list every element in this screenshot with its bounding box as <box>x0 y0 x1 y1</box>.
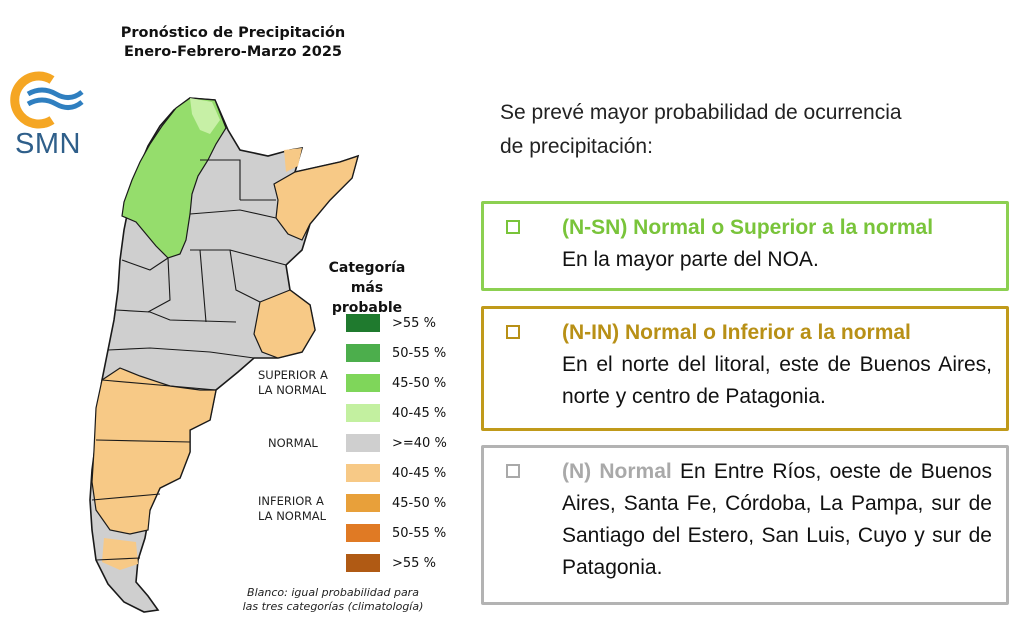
legend-item: 40-45 % <box>346 404 446 422</box>
legend-swatch <box>346 494 380 512</box>
legend-footnote: Blanco: igual probabilidad para las tres… <box>226 586 440 614</box>
legend-label: 40-45 % <box>392 465 447 481</box>
buenos-aires-inferior-region <box>253 289 316 359</box>
legend-group-superior: SUPERIOR A LA NORMAL <box>258 368 328 398</box>
legend-label: 45-50 % <box>392 375 447 391</box>
forecast-box-text: En la mayor parte del NOA. <box>562 248 819 271</box>
legend-swatch <box>346 404 380 422</box>
legend-item: 50-55 % <box>346 524 446 542</box>
legend-swatch <box>346 434 380 452</box>
legend-item: 45-50 % <box>346 374 446 392</box>
legend-swatch <box>346 344 380 362</box>
forecast-box-nsn: (N-SN) Normal o Superior a la normal En … <box>481 201 1009 291</box>
forecast-box-heading: (N-IN) Normal o Inferior a la normal <box>562 321 911 344</box>
legend-label: 50-55 % <box>392 525 447 541</box>
legend-label: >55 % <box>392 555 436 571</box>
map-title-line1: Pronóstico de Precipitación <box>120 25 346 41</box>
forecast-intro: Se prevé mayor probabilidad de ocurrenci… <box>500 96 980 164</box>
legend-item: 50-55 % <box>346 344 446 362</box>
forecast-box-nin: (N-IN) Normal o Inferior a la normal En … <box>481 306 1009 431</box>
legend-group-inferior-line1: INFERIOR A <box>258 494 324 508</box>
legend-item: 45-50 % <box>346 494 446 512</box>
smn-logo-text: SMN <box>15 128 81 160</box>
checkbox-icon <box>506 464 520 478</box>
legend-label: 40-45 % <box>392 405 447 421</box>
patagonia-inferior-region-south <box>102 538 138 570</box>
legend-group-normal: NORMAL <box>268 436 318 450</box>
litoral-inferior-region <box>273 155 359 241</box>
legend-label: 50-55 % <box>392 345 447 361</box>
checkbox-icon <box>506 325 520 339</box>
forecast-intro-line2: de precipitación: <box>500 135 653 158</box>
legend-swatch <box>346 374 380 392</box>
legend-label: >=40 % <box>392 435 447 451</box>
noa-superior-light-region <box>190 98 220 134</box>
legend-footnote-line2: las tres categorías (climatología) <box>242 600 424 613</box>
smn-logo: SMN <box>8 68 88 168</box>
map-title: Pronóstico de Precipitación Enero-Febrer… <box>78 24 388 62</box>
legend-group-inferior-line2: LA NORMAL <box>258 509 327 523</box>
patagonia-inferior-region <box>91 367 217 535</box>
smn-logo-icon <box>10 71 84 129</box>
litoral-inferior-region-2 <box>284 148 302 172</box>
legend-title-line1: Categoría más <box>328 260 406 296</box>
legend-item: >=40 % <box>346 434 447 452</box>
legend-group-superior-line2: LA NORMAL <box>258 383 327 397</box>
checkbox-icon <box>506 220 520 234</box>
argentina-map <box>89 97 360 613</box>
province-borders <box>91 159 287 561</box>
legend-swatch <box>346 554 380 572</box>
forecast-box-text: En Entre Ríos, oeste de Buenos Aires, Sa… <box>562 460 992 579</box>
map-title-line2: Enero-Febrero-Marzo 2025 <box>123 44 342 60</box>
legend-group-inferior: INFERIOR A LA NORMAL <box>258 494 326 524</box>
forecast-box-n: (N) Normal En Entre Ríos, oeste de Bueno… <box>481 445 1009 605</box>
legend-item: 40-45 % <box>346 464 446 482</box>
legend-item: >55 % <box>346 314 436 332</box>
forecast-box-body: (N) Normal En Entre Ríos, oeste de Bueno… <box>562 456 992 584</box>
legend-swatch <box>346 314 380 332</box>
legend-label: >55 % <box>392 315 436 331</box>
legend-title-line2: probable <box>331 300 403 316</box>
legend-label: 45-50 % <box>392 495 447 511</box>
legend-group-superior-line1: SUPERIOR A <box>258 368 328 382</box>
forecast-box-heading: (N-SN) Normal o Superior a la normal <box>562 216 934 239</box>
forecast-intro-line1: Se prevé mayor probabilidad de ocurrenci… <box>500 101 902 124</box>
forecast-box-heading: (N) Normal <box>562 460 672 483</box>
legend-title: Categoría más probable <box>312 258 422 318</box>
legend-item: >55 % <box>346 554 436 572</box>
legend-swatch <box>346 464 380 482</box>
legend-swatch <box>346 524 380 542</box>
forecast-box-text: En el norte del litoral, este de Buenos … <box>562 353 992 408</box>
legend-footnote-line1: Blanco: igual probabilidad para <box>247 586 419 599</box>
